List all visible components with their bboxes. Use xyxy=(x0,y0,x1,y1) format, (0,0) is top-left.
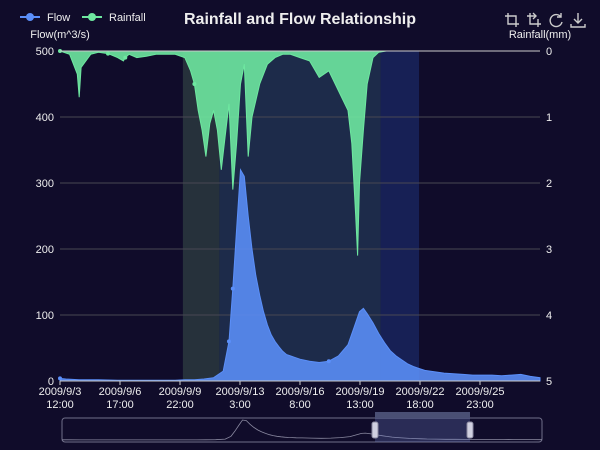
axes: 0 100 200 300 400 500 0 1 2 3 4 5 2009/9/3 12:00 2009/… xyxy=(36,46,552,411)
legend-rainfall-label: Rainfall xyxy=(109,12,146,24)
rainfall-series xyxy=(58,49,540,256)
rainfall-area xyxy=(59,50,540,256)
flow-point-13 xyxy=(226,339,231,344)
x-tick-label-2: 2009/9/9 22:00 xyxy=(159,386,202,411)
legend-item-rainfall[interactable]: Rainfall xyxy=(82,12,146,24)
x-tick-label-4: 2009/9/16 8:00 xyxy=(276,386,325,411)
legend-item-flow[interactable]: Flow xyxy=(20,12,70,24)
zoom-reset-icon[interactable] xyxy=(527,12,541,27)
highlight-band-2 xyxy=(380,51,420,381)
y-right-tick-label-4: 4 xyxy=(546,310,552,322)
y-right-tick-label-1: 1 xyxy=(546,112,552,124)
y-right-tick-label-0: 0 xyxy=(546,46,552,58)
y-left-tick-label-4: 400 xyxy=(36,112,54,124)
y-left-tick-label-3: 300 xyxy=(36,178,54,190)
data-zoom-right-handle[interactable] xyxy=(466,421,474,439)
y-right-tick-label-3: 3 xyxy=(546,244,552,256)
y-left-tick-label-0: 0 xyxy=(48,376,54,388)
y-right-tick-label-2: 2 xyxy=(546,178,552,190)
flow-point-0 xyxy=(58,376,62,381)
x-tick-label-7: 2009/9/25 23:00 xyxy=(456,386,505,411)
legend-flow-marker xyxy=(26,13,34,21)
y-right-tick-label-5: 5 xyxy=(546,376,552,388)
y-left-axis-name: Flow(m^3/s) xyxy=(30,29,90,41)
x-tick-label-1: 2009/9/6 17:00 xyxy=(99,386,142,411)
x-tick-label-6: 2009/9/22 18:00 xyxy=(396,386,445,411)
data-zoom-preview xyxy=(62,419,543,441)
download-icon[interactable] xyxy=(570,13,586,28)
y-left-tick-label-2: 200 xyxy=(36,244,54,256)
rainfall-point-10 xyxy=(123,55,128,60)
flow-point-34 xyxy=(326,359,331,364)
flow-series xyxy=(58,168,541,382)
toolbox xyxy=(505,12,586,28)
legend: Flow Rainfall xyxy=(20,12,146,24)
flow-point-14 xyxy=(230,286,235,291)
restore-icon[interactable] xyxy=(549,13,563,28)
legend-flow-label: Flow xyxy=(47,12,70,24)
x-tick-label-0: 2009/9/3 12:00 xyxy=(39,386,82,411)
data-zoom-move-handle[interactable] xyxy=(375,412,470,418)
legend-rainfall-marker xyxy=(88,13,96,21)
data-zoom-track xyxy=(61,417,543,443)
crop-zoom-icon[interactable] xyxy=(505,13,519,27)
y-right-axis-name: Rainfall(mm) xyxy=(509,29,571,41)
rainfall-point-7 xyxy=(106,51,110,56)
data-zoom-slider[interactable] xyxy=(61,412,543,443)
data-zoom-left-handle[interactable] xyxy=(371,421,379,439)
chart-title: Rainfall and Flow Relationship xyxy=(184,11,416,28)
data-zoom-selection[interactable] xyxy=(375,418,470,442)
flow-area xyxy=(59,168,541,382)
y-left-tick-label-1: 100 xyxy=(36,310,54,322)
y-left-tick-label-5: 500 xyxy=(36,46,54,58)
x-tick-label-3: 2009/9/13 3:00 xyxy=(216,386,265,411)
x-tick-label-5: 2009/9/19 13:00 xyxy=(336,386,385,411)
rainfall-point-19 xyxy=(192,82,197,86)
